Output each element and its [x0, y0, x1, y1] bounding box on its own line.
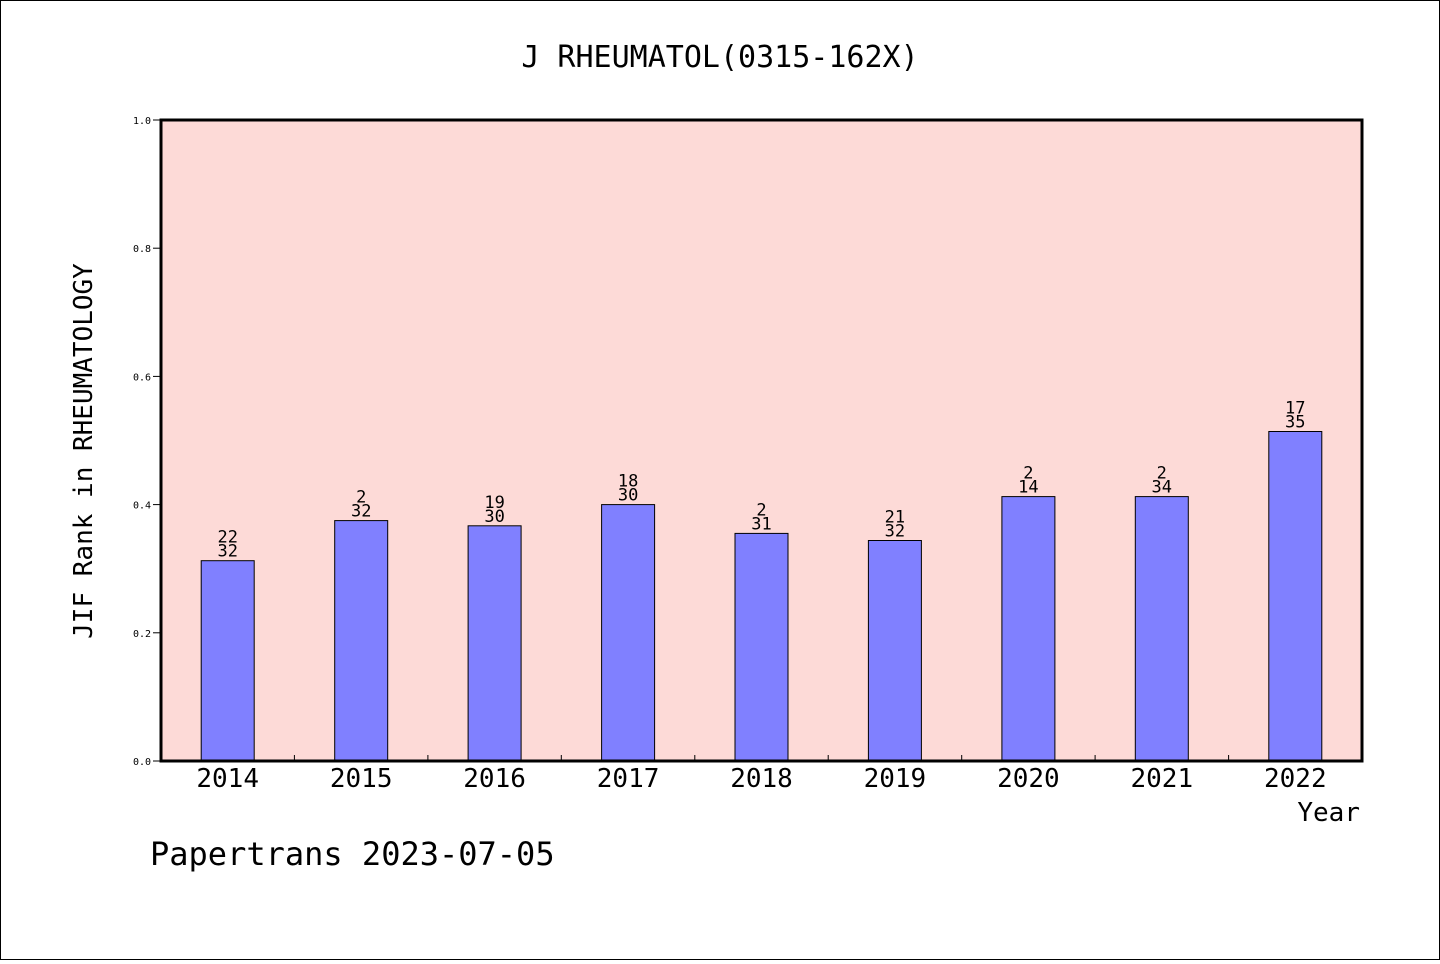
data-label-top-2017: 18 — [618, 472, 638, 492]
plot-border — [159, 118, 1364, 763]
data-label-top-2016: 19 — [484, 493, 504, 513]
data-label-top-2018: 2 — [756, 500, 766, 520]
footer-watermark: Papertrans 2023-07-05 — [150, 835, 555, 873]
bar-2016 — [467, 525, 522, 762]
bar-2019 — [867, 540, 922, 762]
data-label-bottom-2016: 30 — [484, 507, 504, 527]
bar-2018 — [734, 532, 789, 762]
y-tick-label-0.4: 0.4 — [133, 501, 151, 512]
y-axis-title: JIF Rank in RHEUMATOLOGY — [69, 263, 99, 639]
x-tick-label-2014: 2014 — [196, 764, 259, 794]
x-axis-title: Year — [1297, 798, 1360, 828]
data-label-top-2021: 2 — [1157, 464, 1167, 484]
data-label-bottom-2021: 34 — [1152, 478, 1172, 498]
y-tick-label-1.0: 1.0 — [133, 116, 151, 127]
x-tick-label-2019: 2019 — [864, 764, 927, 794]
x-tick-label-2022: 2022 — [1264, 764, 1327, 794]
x-tick-label-2021: 2021 — [1130, 764, 1193, 794]
data-label-top-2014: 22 — [217, 528, 237, 548]
x-tick-label-2020: 2020 — [997, 764, 1060, 794]
data-label-bottom-2015: 32 — [351, 502, 371, 522]
bar-2020 — [1001, 496, 1056, 762]
x-tick-label-2015: 2015 — [330, 764, 393, 794]
y-tick-label-0.8: 0.8 — [133, 244, 151, 255]
data-label-bottom-2022: 35 — [1285, 413, 1305, 433]
y-tick-label-0.6: 0.6 — [133, 372, 151, 383]
bar-2022 — [1268, 431, 1323, 762]
data-label-bottom-2020: 14 — [1018, 478, 1038, 498]
x-tick-label-2018: 2018 — [730, 764, 793, 794]
bar-2014 — [200, 560, 255, 762]
data-label-bottom-2018: 31 — [751, 514, 771, 534]
data-label-bottom-2019: 32 — [885, 522, 905, 542]
x-axis-ticks: 2014 2015 2016 2017 2018 2019 2020 2021 2022 — [196, 755, 1327, 794]
y-tick-label-0.0: 0.0 — [133, 757, 151, 768]
chart-title: J RHEUMATOL(0315-162X) — [521, 40, 918, 75]
bars-layer — [200, 431, 1323, 762]
y-axis-ticks: 0.0 0.2 0.4 0.6 0.8 1.0 — [133, 116, 161, 768]
bar-2015 — [334, 520, 389, 762]
data-label-top-2022: 17 — [1285, 399, 1305, 419]
x-tick-label-2016: 2016 — [463, 764, 526, 794]
y-tick-label-0.2: 0.2 — [133, 629, 151, 640]
data-label-top-2015: 2 — [356, 488, 366, 508]
bar-2017 — [601, 504, 656, 762]
x-tick-label-2017: 2017 — [597, 764, 660, 794]
data-label-top-2019: 21 — [885, 508, 905, 528]
data-label-top-2020: 2 — [1023, 464, 1033, 484]
data-label-bottom-2014: 32 — [217, 542, 237, 562]
bar-2021 — [1134, 496, 1189, 762]
data-label-bottom-2017: 30 — [618, 486, 638, 506]
